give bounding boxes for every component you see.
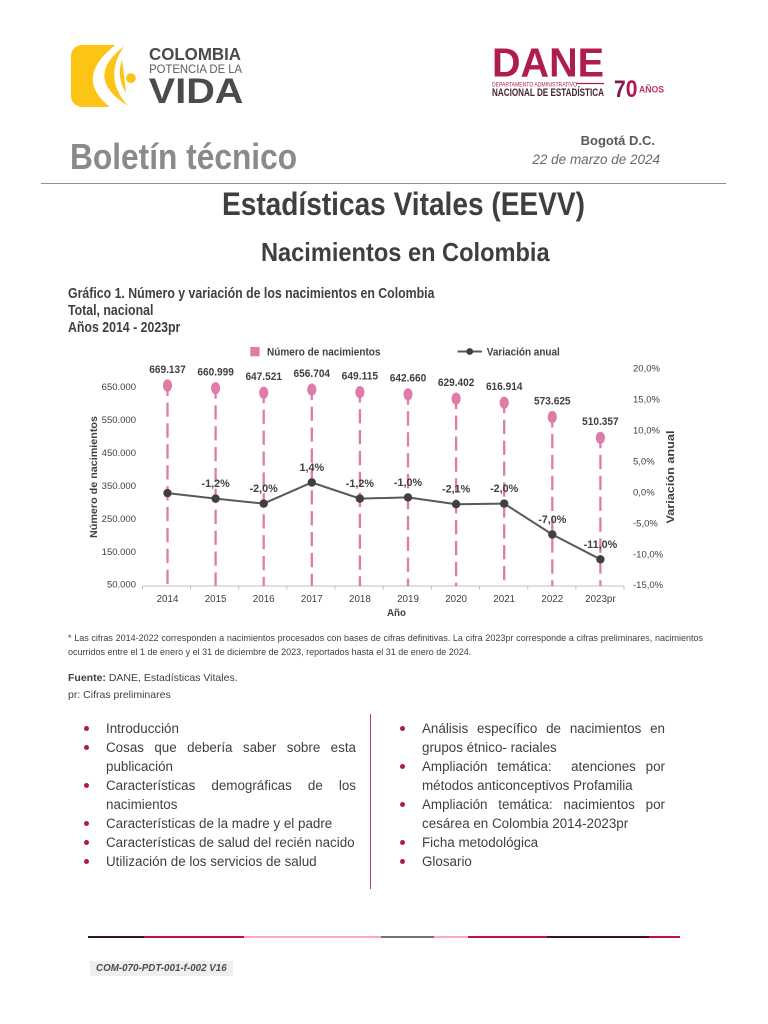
svg-text:2015: 2015 [205,594,227,605]
svg-text:629.402: 629.402 [438,377,475,389]
svg-text:2014: 2014 [157,594,179,605]
svg-text:0,0%: 0,0% [633,487,655,498]
svg-text:70: 70 [614,76,638,103]
svg-text:669.137: 669.137 [149,364,186,376]
svg-text:350.000: 350.000 [102,481,136,492]
svg-text:573.625: 573.625 [534,395,571,407]
svg-text:POTENCIA DE LA: POTENCIA DE LA [149,62,242,76]
svg-text:647.521: 647.521 [245,371,282,383]
svg-text:Variación anual: Variación anual [665,431,677,524]
svg-text:10,0%: 10,0% [633,426,660,437]
svg-text:510.357: 510.357 [582,416,619,428]
svg-text:-1,2%: -1,2% [346,478,375,490]
svg-text:650.000: 650.000 [102,382,136,393]
svg-text:2021: 2021 [493,594,515,605]
svg-text:COLOMBIA: COLOMBIA [149,44,241,64]
svg-text:-10,0%: -10,0% [633,549,664,560]
svg-text:250.000: 250.000 [102,514,136,525]
svg-text:AÑOS: AÑOS [639,84,664,95]
svg-text:642.660: 642.660 [390,373,427,385]
svg-text:-7,0%: -7,0% [538,514,567,526]
svg-text:2023pr: 2023pr [585,594,616,605]
svg-text:VIDA: VIDA [149,71,244,110]
svg-text:Variación anual: Variación anual [487,346,560,358]
svg-text:DANE: DANE [492,40,604,86]
svg-text:-2,0%: -2,0% [250,483,279,495]
svg-text:-2,0%: -2,0% [490,483,519,495]
svg-text:2018: 2018 [349,594,371,605]
svg-text:-1,2%: -1,2% [201,478,230,490]
svg-text:DEPARTAMENTO ADMINISTRATIVO: DEPARTAMENTO ADMINISTRATIVO [492,82,577,89]
svg-text:NACIONAL DE ESTADÍSTICA: NACIONAL DE ESTADÍSTICA [492,86,604,99]
svg-text:2017: 2017 [301,594,323,605]
svg-text:550.000: 550.000 [102,415,136,426]
svg-text:Año: Año [387,608,406,619]
svg-text:-15,0%: -15,0% [633,580,664,591]
svg-text:649.115: 649.115 [342,371,379,383]
svg-text:-5,0%: -5,0% [633,518,658,529]
svg-text:2020: 2020 [445,594,467,605]
svg-text:2019: 2019 [397,594,419,605]
svg-text:Número de nacimientos: Número de nacimientos [88,416,100,538]
svg-text:Número de nacimientos: Número de nacimientos [267,346,381,358]
svg-text:20,0%: 20,0% [633,364,660,375]
svg-text:660.999: 660.999 [197,367,234,379]
svg-text:450.000: 450.000 [102,448,136,459]
svg-text:656.704: 656.704 [294,368,331,380]
svg-text:5,0%: 5,0% [633,456,655,467]
svg-text:15,0%: 15,0% [633,395,660,406]
svg-text:1,4%: 1,4% [299,462,324,474]
svg-text:2016: 2016 [253,594,275,605]
svg-text:150.000: 150.000 [102,547,136,558]
svg-text:-11,0%: -11,0% [584,539,618,551]
svg-text:-1,0%: -1,0% [394,477,423,489]
svg-text:616.914: 616.914 [486,381,523,393]
svg-text:2022: 2022 [541,594,563,605]
svg-text:50.000: 50.000 [107,580,136,591]
svg-text:-2,1%: -2,1% [442,484,471,496]
